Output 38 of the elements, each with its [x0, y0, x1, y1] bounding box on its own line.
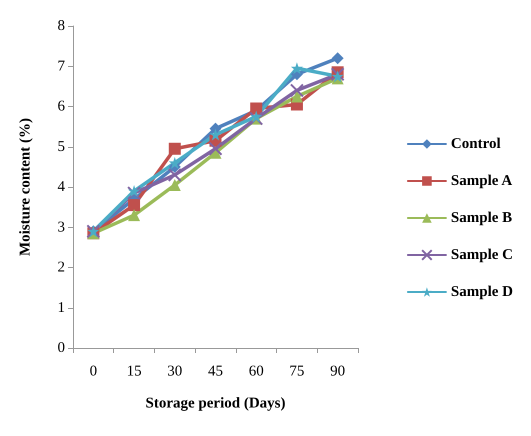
x-tick-label: 15: [126, 364, 142, 380]
point: [168, 168, 182, 182]
point: [290, 90, 303, 102]
point: [210, 128, 222, 141]
y-axis-title: Moisture content (%): [18, 118, 34, 256]
x-tick-label: 75: [289, 364, 304, 380]
x-tick-label: 30: [167, 364, 182, 380]
legend-label: Sample B: [450, 210, 512, 226]
y-tick-label: 1: [58, 300, 65, 316]
point: [208, 142, 222, 156]
point: [330, 67, 345, 82]
y-tick-label: 7: [58, 58, 66, 74]
y-tick-label: 8: [58, 18, 65, 34]
legend-label: Sample D: [450, 284, 514, 300]
x-tick-label: 45: [208, 364, 223, 380]
point: [128, 199, 140, 212]
y-tick-label: 3: [58, 219, 65, 236]
x-tick-label: 90: [330, 364, 346, 380]
point: [128, 185, 140, 198]
legend-label: Control: [450, 136, 501, 152]
y-tick-label: 5: [58, 138, 65, 155]
legend-label: Sample A: [450, 173, 512, 189]
y-tick-label: 6: [58, 98, 66, 114]
point: [128, 209, 140, 222]
y-tick-label: 4: [58, 179, 66, 195]
point: [127, 186, 142, 200]
point: [290, 62, 303, 74]
x-tick-label: 0: [90, 364, 98, 380]
point: [332, 52, 344, 64]
x-axis-title: Storage period (Days): [146, 396, 286, 412]
point: [168, 156, 181, 169]
y-tick-label: 2: [58, 260, 65, 276]
legend-label: Sample C: [450, 247, 514, 263]
y-tick-label: 0: [58, 340, 65, 356]
x-tick-label: 60: [248, 364, 264, 380]
point: [168, 142, 181, 155]
point: [168, 178, 181, 191]
point: [290, 83, 304, 98]
